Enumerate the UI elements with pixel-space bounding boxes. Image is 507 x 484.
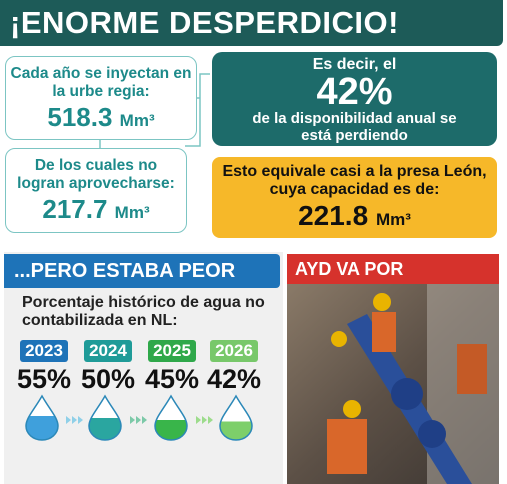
year-label: 2024 xyxy=(84,340,132,362)
header-title: ¡ENORME DESPERDICIO! xyxy=(0,0,503,46)
comparison-box: Esto equivale casi a la presa León, cuya… xyxy=(212,157,497,238)
history-subtitle: Porcentaje histórico de agua no contabil… xyxy=(22,294,265,329)
wasted-box: De los cuales no logran aprovecharse: 21… xyxy=(5,148,187,233)
year-percent: 42% xyxy=(206,364,262,394)
injected-label: Cada año se inyectan en la urbe regia: xyxy=(10,65,192,100)
year-label: 2025 xyxy=(148,340,196,362)
injected-unit: Mm³ xyxy=(119,111,155,130)
share-box: Es decir, el 42% de la disponibilidad an… xyxy=(212,52,497,146)
history-panel xyxy=(4,252,283,484)
drops xyxy=(25,394,253,441)
solution-photo xyxy=(287,284,499,484)
year-label: 2026 xyxy=(210,340,258,362)
share-percent: 42% xyxy=(316,71,393,113)
share-outro: de la disponibilidad anual se está perdi… xyxy=(252,110,457,144)
wasted-unit: Mm³ xyxy=(114,203,150,222)
comparison-text: Esto equivale casi a la presa León, cuya… xyxy=(222,163,487,198)
wasted-amount: 217.7 xyxy=(42,194,108,224)
solution-banner: AYD VA POR SOLUCIÓN xyxy=(287,254,499,309)
year-percent: 50% xyxy=(80,364,136,394)
injected-amount: 518.3 xyxy=(47,102,113,132)
comparison-amount: 221.8 xyxy=(298,200,369,231)
share-intro: Es decir, el xyxy=(312,56,397,73)
history-banner: ...PERO ESTABA PEOR xyxy=(4,254,280,288)
year-percent: 55% xyxy=(16,364,72,394)
year-percent: 45% xyxy=(144,364,200,394)
injected-box: Cada año se inyectan en la urbe regia: 5… xyxy=(5,56,197,140)
wasted-label: De los cuales no logran aprovecharse: xyxy=(17,157,175,192)
year-label: 2023 xyxy=(20,340,68,362)
comparison-unit: Mm³ xyxy=(375,210,411,229)
